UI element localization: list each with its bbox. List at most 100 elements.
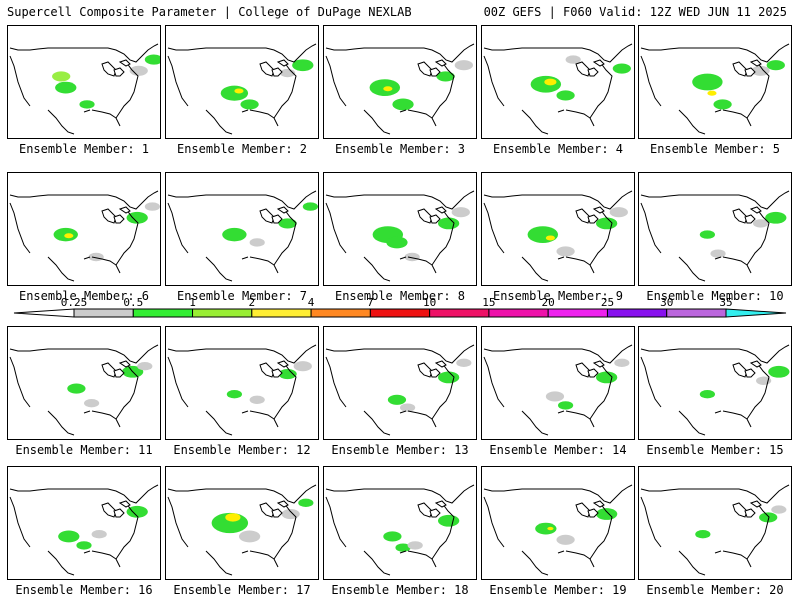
coastline [407,550,433,560]
coastline [407,109,433,119]
great-lake [101,362,117,378]
scp-contour [395,543,411,552]
colorbar-segment [547,308,608,318]
coastline [746,362,770,428]
scp-contour [222,227,247,242]
member-label: Ensemble Member: 12 [173,443,311,457]
coastline [363,550,391,576]
great-lake [434,206,447,214]
great-lake [276,500,289,508]
ensemble-map-panel [638,172,792,286]
scp-contour [226,390,242,399]
us-map [640,190,790,282]
coastline [565,109,591,119]
great-lake [429,508,441,518]
great-lake [101,208,117,224]
scp-contour [137,362,153,371]
coastline [589,502,613,568]
coastline [557,410,565,414]
great-lake [732,61,748,77]
scp-contour [386,236,408,249]
member-label: Ensemble Member: 4 [492,142,624,156]
coastline [589,61,613,127]
colorbar-tick-label: 25 [601,296,614,309]
scp-contour [278,369,297,380]
scp-contour [596,217,618,230]
ensemble-map-panel [481,25,635,139]
great-lake [276,206,289,214]
coastline [483,356,505,408]
coastline [399,256,407,260]
coastline [167,496,189,548]
scp-contour [84,398,100,408]
great-lake [744,67,756,77]
member-label: Ensemble Member: 11 [15,443,153,457]
member-label: Ensemble Member: 10 [646,289,784,303]
scp-contour [438,217,460,230]
scp-contour [436,71,455,82]
coastline [399,109,407,113]
coastline [249,109,275,119]
coastline [9,344,159,364]
coastline [483,190,633,210]
coastline [589,208,613,274]
coastline [678,256,706,282]
scp-contour [765,211,787,224]
coastline [167,55,189,107]
scp-contour [387,394,407,405]
scp-contour [79,100,95,109]
ensemble-map-panel [481,172,635,286]
coastline [325,496,347,548]
great-lake [749,206,762,214]
coastline [91,256,117,266]
scp-contour [438,371,460,384]
scp-contour [383,531,402,542]
colorbar-tick-label: 35 [719,296,732,309]
coastline [714,410,722,414]
coastline [565,256,591,266]
coastline [722,109,748,119]
ensemble-map-panel [638,326,792,440]
coastline [167,356,189,408]
ensemble-map-panel [165,172,319,286]
great-lake [101,502,117,518]
scp-contour [91,530,107,539]
great-lake [113,368,125,378]
member-label: Ensemble Member: 19 [489,583,627,597]
us-map [167,190,318,282]
great-lake [575,502,591,518]
coastline [565,410,591,420]
us-map [483,43,633,135]
us-map [167,43,317,135]
ensemble-map-panel [323,25,477,139]
great-lake [592,500,605,508]
scp-contour [293,361,312,372]
coastline [483,496,505,548]
coastline [746,502,770,568]
great-lake [271,214,283,224]
colorbar-segment [310,308,371,318]
coastline [83,550,91,554]
coastline [273,502,297,568]
scp-contour [292,59,314,72]
coastline [91,550,117,560]
coastline [640,356,662,408]
coastline [9,356,31,408]
us-map [483,190,633,282]
great-lake [587,508,599,518]
scp-contour [545,235,555,241]
great-lake [118,500,131,508]
great-lake [592,206,605,214]
colorbar-tick-label: 4 [308,296,315,309]
scp-contour [400,403,416,412]
great-lake [592,59,605,67]
coastline [241,109,249,113]
member-label: Ensemble Member: 8 [334,289,466,303]
colorbar-tick-label: 0.5 [123,296,143,309]
scp-contour [456,358,472,368]
scp-contour [609,207,628,218]
scp-contour [144,54,160,65]
coastline [83,256,91,260]
coastline [325,55,347,107]
coastline [241,410,249,414]
